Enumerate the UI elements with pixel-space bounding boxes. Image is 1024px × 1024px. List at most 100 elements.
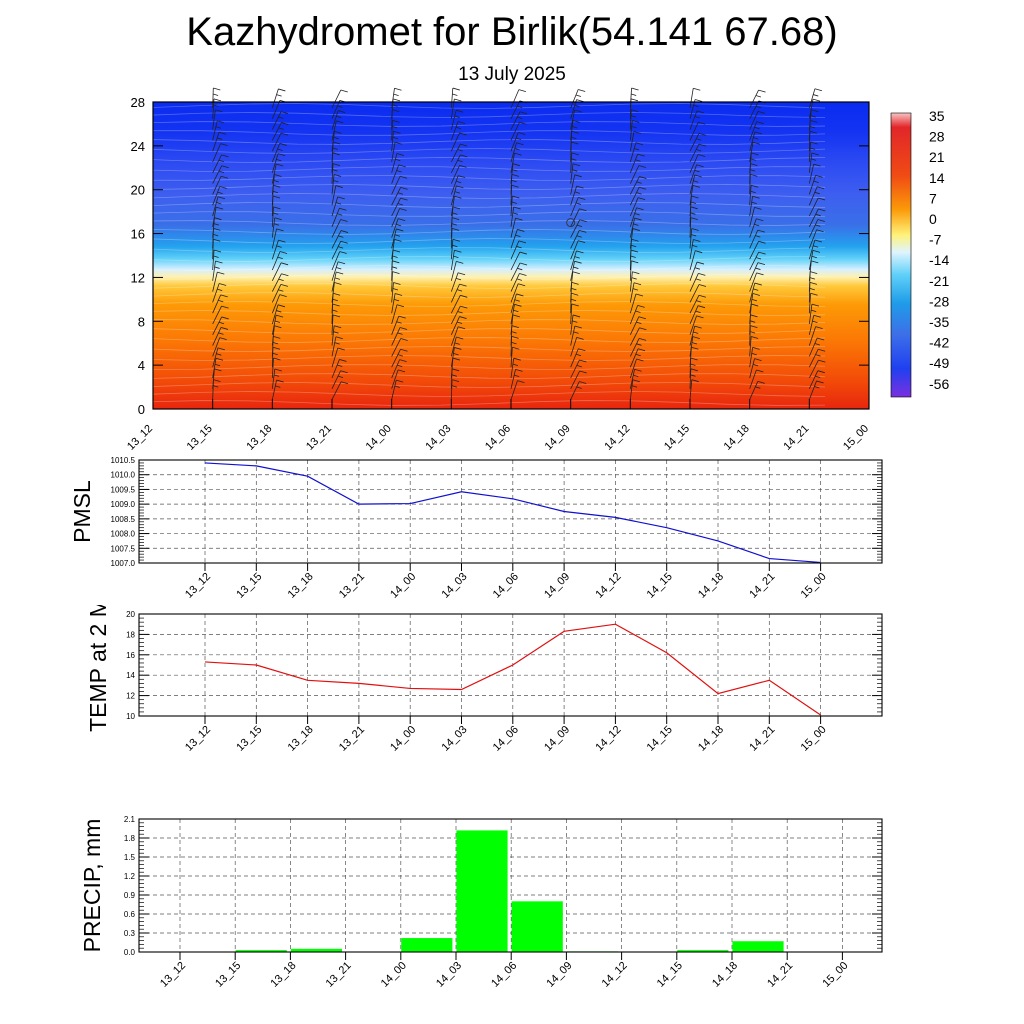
wind-barb (391, 218, 406, 238)
wind-barb (331, 174, 342, 195)
wind-barb (629, 142, 643, 163)
wind-barb (271, 88, 286, 109)
wind-barb (808, 282, 818, 303)
precip-bar (290, 948, 342, 952)
wind-barb (808, 152, 819, 173)
x-tick-label: 14_18 (722, 423, 752, 453)
wind-barb (450, 294, 468, 314)
wind-barb (570, 89, 586, 109)
wind-barb (212, 143, 228, 163)
wind-barb (331, 336, 343, 357)
wind-barb (749, 369, 764, 389)
wind-barb (271, 163, 284, 184)
wind-barb (749, 218, 764, 238)
wind-barb (271, 314, 284, 335)
precip-bar (511, 901, 563, 952)
wind-barb (808, 175, 823, 195)
wind-barb (570, 109, 582, 130)
wind-barb (689, 379, 699, 400)
wind-barb (450, 379, 460, 400)
y-tick-label: 1.5 (124, 853, 136, 862)
wind-barb (629, 165, 646, 184)
wind-barb (570, 250, 584, 271)
precip-bar (677, 950, 729, 952)
wind-barb (450, 305, 468, 325)
x-tick-label: 13_15 (234, 571, 264, 601)
x-tick-label: 14_21 (747, 724, 777, 754)
wind-barb (689, 154, 706, 173)
wind-barb (808, 314, 821, 335)
wind-barb (212, 337, 227, 357)
wind-barb (212, 186, 227, 206)
wind-barb (808, 163, 821, 184)
colorbar-label: -42 (929, 335, 949, 351)
y-tick-label: 10 (126, 712, 135, 721)
x-tick-label: 13_21 (337, 571, 367, 601)
plot-frame (138, 818, 883, 953)
y-tick-label: 20 (131, 183, 145, 198)
wind-barb (391, 175, 408, 195)
wind-barb (689, 357, 698, 379)
y-tick-label: 0.9 (124, 891, 136, 900)
wind-barb (331, 230, 349, 249)
wind-barb (808, 380, 824, 400)
wind-barb (391, 348, 408, 368)
y-axis-label: PRECIP, mm (79, 819, 105, 953)
x-tick-label: 15_00 (841, 423, 871, 453)
wind-barb (450, 316, 467, 335)
wind-barb (391, 228, 404, 249)
wind-barb (689, 132, 707, 152)
x-tick-label: 14_03 (423, 423, 453, 453)
wind-barb (689, 99, 703, 119)
x-tick-label: 14_03 (434, 960, 464, 990)
wind-barb (808, 239, 822, 260)
wind-barb (212, 305, 229, 325)
wind-barb (570, 260, 582, 281)
x-tick-label: 14_00 (379, 960, 409, 990)
wind-barb (331, 347, 345, 368)
wind-barb (510, 368, 523, 389)
wind-barb (331, 185, 343, 206)
colorbar-label: 35 (929, 108, 945, 124)
wind-barb (450, 164, 467, 184)
colorbar-label: 14 (929, 170, 945, 186)
y-tick-label: 4 (138, 358, 145, 373)
x-tick-label: 13_18 (244, 423, 274, 453)
wind-barb (271, 304, 286, 325)
wind-barb (391, 164, 406, 184)
wind-barb (331, 314, 341, 335)
colorbar-label: 0 (929, 211, 937, 227)
y-axis-label: PMSL (69, 480, 95, 543)
wind-barb (271, 143, 287, 163)
wind-barb (808, 337, 825, 357)
wind-barb (391, 369, 406, 389)
wind-barb (808, 303, 820, 325)
wind-barb (450, 121, 466, 141)
wind-barb (808, 249, 821, 271)
y-axis-label: TEMP at 2 M (85, 605, 111, 732)
wind-barb (510, 229, 525, 249)
wind-barb (271, 111, 289, 130)
wind-barb (629, 327, 647, 346)
y-tick-label: 0.6 (124, 910, 136, 919)
x-tick-label: 14_09 (544, 960, 574, 990)
wind-barb (689, 228, 699, 249)
wind-barb (689, 206, 698, 227)
wind-barb (271, 206, 281, 227)
wind-barb (808, 229, 824, 249)
wind-barb (749, 111, 766, 130)
wind-barb (212, 87, 221, 109)
wind-barb (391, 338, 408, 357)
wind-barb (450, 238, 460, 260)
wind-barb (331, 325, 342, 346)
x-tick-label: 13_15 (185, 423, 215, 453)
x-tick-label: 14_03 (440, 571, 470, 601)
y-tick-label: 1008.0 (111, 530, 136, 539)
wind-barb (510, 195, 520, 217)
wind-barb (689, 368, 698, 389)
wind-barb (510, 152, 522, 173)
y-tick-label: 0.0 (124, 948, 136, 957)
x-tick-label: 13_21 (304, 423, 334, 453)
y-tick-label: 20 (126, 610, 135, 619)
y-tick-label: 1010.0 (111, 471, 136, 480)
